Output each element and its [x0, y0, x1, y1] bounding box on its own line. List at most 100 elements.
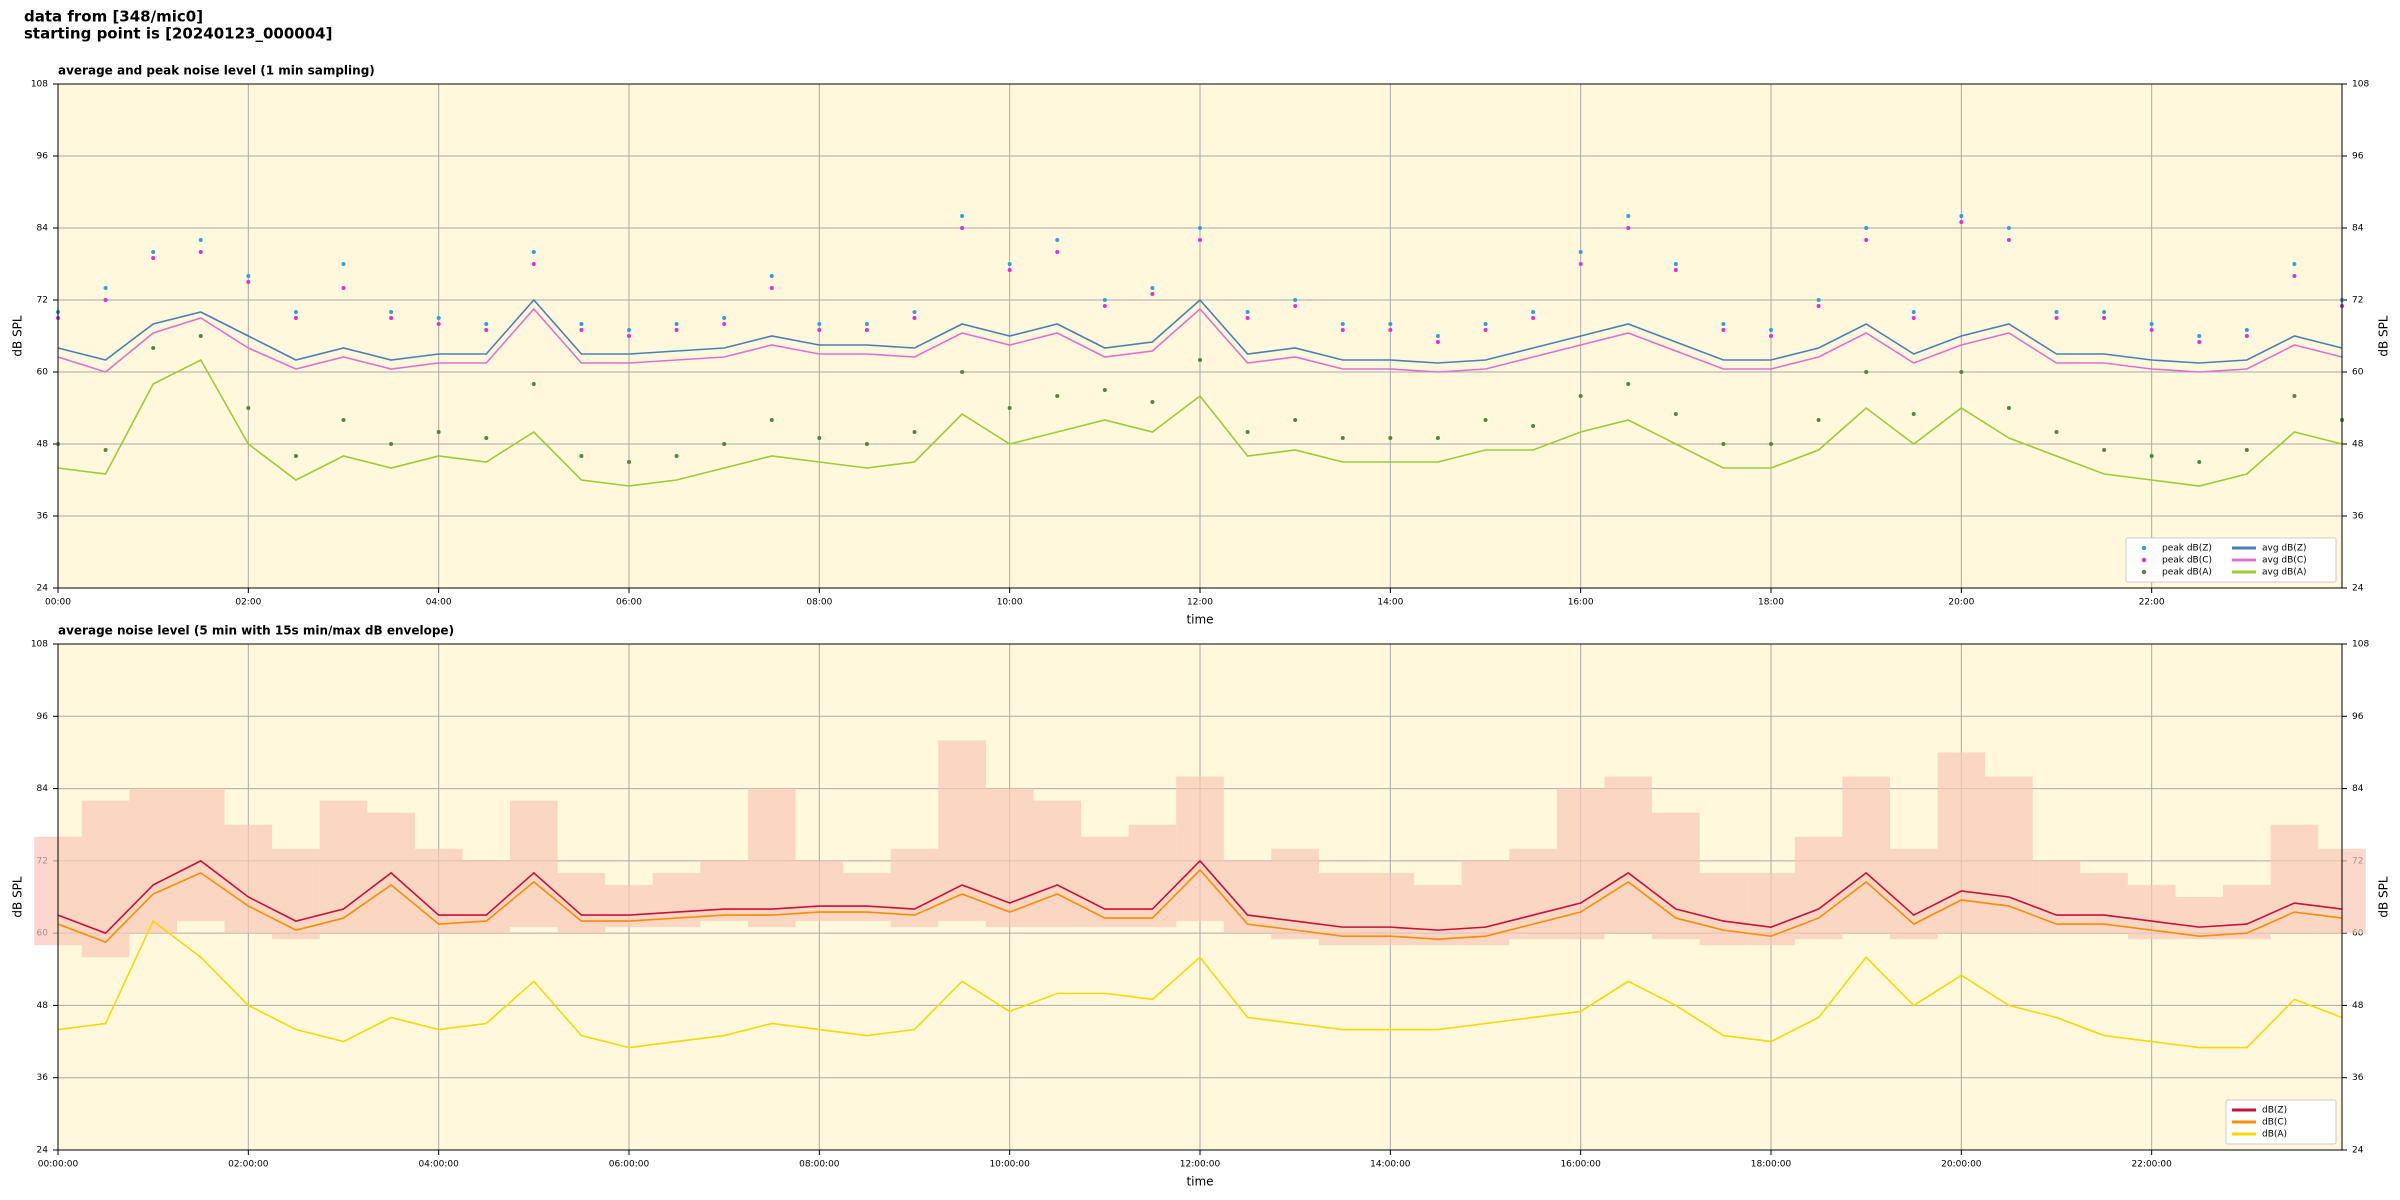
peak-point [912, 316, 917, 320]
y-tick-label: 60 [2352, 929, 2364, 939]
peak-point [389, 310, 394, 314]
peak-point [2054, 316, 2059, 320]
x-tick-label: 06:00 [616, 598, 642, 608]
x-tick-label: 16:00:00 [1560, 1160, 1601, 1170]
peak-point [912, 430, 917, 434]
envelope-band [1081, 836, 1129, 928]
peak-point [1769, 334, 1773, 338]
envelope-band [510, 800, 558, 928]
legend-label: peak dB(A) [2162, 568, 2212, 578]
peak-point [198, 238, 203, 242]
peak-point [341, 286, 346, 290]
peak-point [484, 436, 489, 440]
peak-point [1007, 262, 1012, 266]
plot-frame [57, 643, 2343, 1151]
peak-point [484, 328, 489, 332]
x-axis-label: time [1186, 613, 1213, 627]
peak-point [817, 328, 822, 332]
legend-label: peak dB(C) [2162, 556, 2212, 566]
peak-point [1055, 238, 1060, 242]
peak-point [1578, 394, 1583, 398]
x-tick-label: 02:00 [235, 598, 261, 608]
peak-point [293, 310, 298, 314]
envelope-band [1461, 860, 1510, 946]
peak-point [246, 406, 251, 410]
peak-point [674, 454, 679, 458]
peak-point [1721, 322, 1726, 326]
peak-point [2054, 430, 2059, 434]
envelope-band [1318, 872, 1367, 946]
peak-point [198, 334, 203, 338]
peak-point [1578, 262, 1583, 266]
x-tick-label: 10:00:00 [989, 1160, 1030, 1170]
y-tick-label: 48 [2352, 1001, 2364, 1011]
y-tick-label: 72 [2352, 296, 2363, 306]
envelope-band [795, 860, 844, 922]
peak-point [2054, 310, 2059, 314]
peak-point [103, 448, 108, 452]
peak-point [293, 316, 298, 320]
peak-point [2149, 328, 2154, 332]
envelope-band [1271, 848, 1319, 940]
peak-point [2149, 454, 2154, 458]
x-tick-label: 18:00:00 [1751, 1160, 1792, 1170]
y-tick-label: 84 [2352, 224, 2364, 234]
envelope-band [1556, 788, 1605, 940]
envelope-band [1366, 872, 1415, 946]
peak-point [151, 256, 156, 260]
legend-label: dB(Z) [2262, 1106, 2287, 1116]
peak-point [864, 322, 869, 326]
peak-point [1198, 226, 1202, 230]
peak-point [579, 328, 584, 332]
peak-point [1102, 298, 1107, 302]
peak-point [1769, 328, 1773, 332]
envelope-band [1889, 848, 1938, 940]
peak-point [2244, 334, 2249, 338]
peak-point [674, 328, 679, 332]
peak-point [722, 442, 727, 446]
x-axis-label: time [1186, 1175, 1213, 1189]
x-tick-label: 04:00:00 [418, 1160, 459, 1170]
y-axis-label: dB SPL [2377, 876, 2391, 918]
envelope-band [1128, 824, 1177, 928]
x-tick-label: 20:00:00 [1941, 1160, 1982, 1170]
y-axis-label: dB SPL [11, 315, 25, 357]
envelope-band [1937, 752, 1986, 934]
peak-point [817, 436, 822, 440]
peak-point [2006, 226, 2011, 230]
peak-point [817, 322, 822, 326]
envelope-band [1033, 800, 1082, 928]
legend-label: avg dB(Z) [2262, 544, 2307, 554]
x-tick-label: 16:00 [1568, 598, 1594, 608]
peak-point [1007, 406, 1012, 410]
peak-point [1531, 316, 1536, 320]
peak-point [960, 226, 965, 230]
y-tick-label: 84 [2352, 784, 2364, 794]
peak-point [103, 298, 108, 302]
peak-point [436, 316, 441, 320]
y-tick-label: 36 [2352, 512, 2364, 522]
peak-point [1673, 412, 1678, 416]
y-tick-label: 108 [31, 640, 48, 650]
y-tick-label: 36 [37, 512, 49, 522]
peak-point [1531, 310, 1536, 314]
peak-point [1340, 322, 1345, 326]
peak-point [1673, 262, 1678, 266]
x-tick-label: 10:00 [997, 598, 1023, 608]
legend-marker [2141, 569, 2147, 575]
x-tick-label: 14:00 [1377, 598, 1403, 608]
y-tick-label: 84 [37, 784, 49, 794]
y-tick-label: 24 [2352, 584, 2364, 594]
peak-point [2197, 340, 2202, 344]
envelope-band [224, 824, 273, 934]
series-line [57, 358, 2343, 487]
x-tick-label: 12:00:00 [1180, 1160, 1221, 1170]
y-tick-label: 108 [2352, 640, 2369, 650]
peak-point [1388, 322, 1393, 326]
peak-point [2292, 262, 2297, 266]
peak-point [1578, 250, 1583, 254]
x-tick-label: 02:00:00 [228, 1160, 269, 1170]
y-tick-label: 84 [37, 224, 49, 234]
envelope-band [176, 788, 225, 922]
x-tick-label: 08:00:00 [799, 1160, 840, 1170]
